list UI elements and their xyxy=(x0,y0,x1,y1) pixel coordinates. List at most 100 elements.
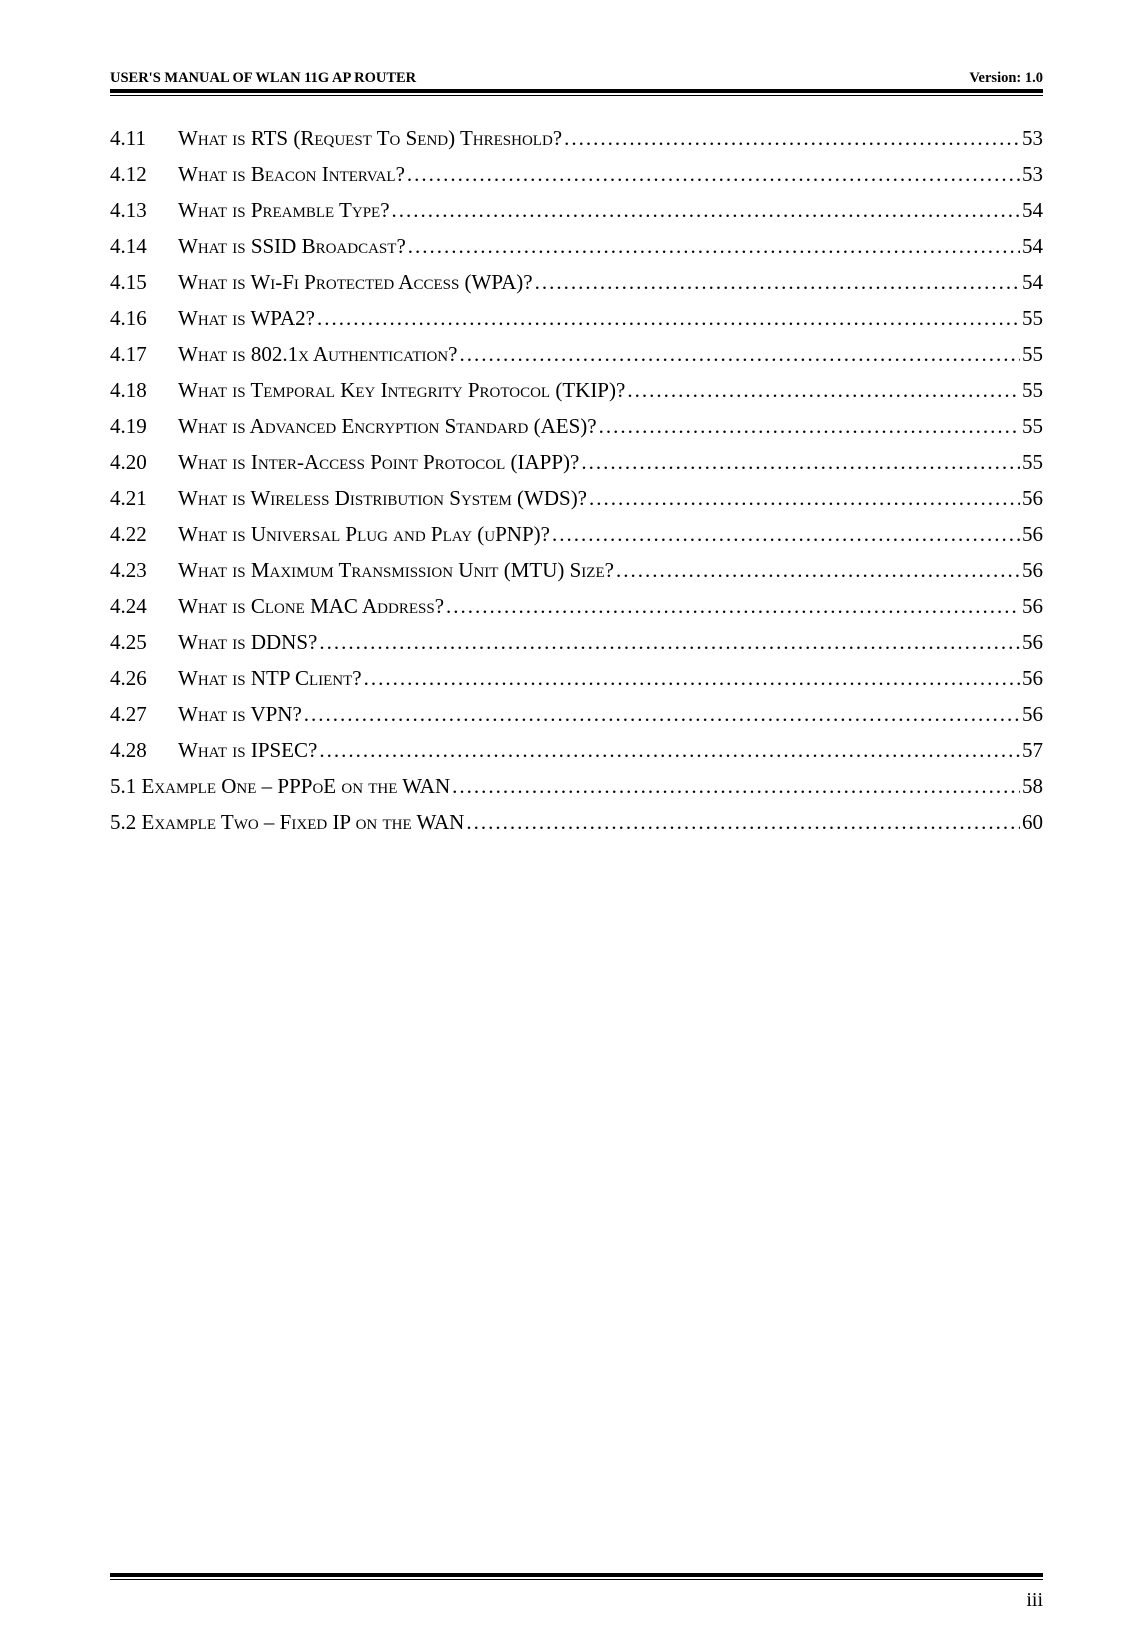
toc-section-number: 4.17 xyxy=(110,342,178,367)
toc-row: 4.16 What is WPA2? 55 xyxy=(110,306,1043,331)
toc-row: 4.14 What is SSID Broadcast? 54 xyxy=(110,234,1043,259)
toc-page-number: 56 xyxy=(1022,666,1043,691)
toc-section-number: 4.27 xyxy=(110,702,178,727)
toc-leader-dots xyxy=(616,558,1020,583)
toc-leader-dots xyxy=(407,162,1020,187)
toc-page-number: 53 xyxy=(1022,162,1043,187)
toc-row: 4.12 What is Beacon Interval? 53 xyxy=(110,162,1043,187)
page: USER'S MANUAL OF WLAN 11G AP ROUTER Vers… xyxy=(0,0,1138,1652)
toc-page-number: 53 xyxy=(1022,126,1043,151)
toc-leader-dots xyxy=(459,342,1020,367)
toc-page-number: 54 xyxy=(1022,234,1043,259)
toc-entry-title: What is WPA2? xyxy=(178,306,315,331)
toc-page-number: 58 xyxy=(1022,774,1043,799)
toc-row: 4.24 What is Clone MAC Address? 56 xyxy=(110,594,1043,619)
toc-section-number: 4.12 xyxy=(110,162,178,187)
toc-section-number: 4.25 xyxy=(110,630,178,655)
header-rule-thin xyxy=(110,95,1043,96)
toc-entry-title: What is Temporal Key Integrity Protocol … xyxy=(178,378,625,403)
toc-page-number: 56 xyxy=(1022,594,1043,619)
toc-section-number: 4.15 xyxy=(110,270,178,295)
toc-section-number: 4.18 xyxy=(110,378,178,403)
toc-leader-dots xyxy=(552,522,1020,547)
header-right: Version: 1.0 xyxy=(969,70,1043,87)
page-number: iii xyxy=(1026,1589,1043,1612)
toc-entry-title: What is Wi-Fi Protected Access (WPA)? xyxy=(178,270,533,295)
toc-row: 4.13 What is Preamble Type? 54 xyxy=(110,198,1043,223)
toc-leader-dots xyxy=(317,306,1020,331)
toc-entry-title: 5.1 Example One – PPPoE on the WAN xyxy=(110,774,450,799)
toc-row: 4.21 What is Wireless Distribution Syste… xyxy=(110,486,1043,511)
toc-entry-title: What is Beacon Interval? xyxy=(178,162,405,187)
toc-page-number: 55 xyxy=(1022,378,1043,403)
toc-row: 5.2 Example Two – Fixed IP on the WAN 60 xyxy=(90,810,1043,835)
toc-page-number: 54 xyxy=(1022,270,1043,295)
toc-row: 4.11 What is RTS (Request To Send) Thres… xyxy=(110,126,1043,151)
header-row: USER'S MANUAL OF WLAN 11G AP ROUTER Vers… xyxy=(110,70,1043,87)
header-rule-thick xyxy=(110,89,1043,93)
toc-row: 5.1 Example One – PPPoE on the WAN 58 xyxy=(90,774,1043,799)
toc-page-number: 55 xyxy=(1022,450,1043,475)
toc-leader-dots xyxy=(319,738,1020,763)
toc-leader-dots xyxy=(581,450,1020,475)
toc-section-number: 4.26 xyxy=(110,666,178,691)
toc-leader-dots xyxy=(535,270,1020,295)
toc-leader-dots xyxy=(319,630,1020,655)
toc-leader-dots xyxy=(446,594,1020,619)
toc-row: 4.28 What is IPSEC? 57 xyxy=(110,738,1043,763)
toc-section-number: 4.13 xyxy=(110,198,178,223)
toc-entry-title: What is Clone MAC Address? xyxy=(178,594,444,619)
toc-leader-dots xyxy=(304,702,1020,727)
toc-page-number: 56 xyxy=(1022,558,1043,583)
toc-row: 4.27 What is VPN? 56 xyxy=(110,702,1043,727)
toc-row: 4.26 What is NTP Client? 56 xyxy=(110,666,1043,691)
toc-row: 4.23 What is Maximum Transmission Unit (… xyxy=(110,558,1043,583)
toc-page-number: 56 xyxy=(1022,522,1043,547)
toc-row: 4.25 What is DDNS? 56 xyxy=(110,630,1043,655)
footer-rule xyxy=(110,1573,1043,1580)
toc-entry-title: What is Inter-Access Point Protocol (IAP… xyxy=(178,450,579,475)
toc-page-number: 60 xyxy=(1022,810,1043,835)
toc-entry-title: What is RTS (Request To Send) Threshold? xyxy=(178,126,562,151)
toc-entry-title: What is 802.1x Authentication? xyxy=(178,342,457,367)
toc-page-number: 56 xyxy=(1022,630,1043,655)
toc-page-number: 57 xyxy=(1022,738,1043,763)
toc-leader-dots xyxy=(466,810,1020,835)
toc-entry-title: What is NTP Client? xyxy=(178,666,362,691)
toc-leader-dots xyxy=(364,666,1020,691)
toc-section-number: 4.14 xyxy=(110,234,178,259)
table-of-contents: 4.11 What is RTS (Request To Send) Thres… xyxy=(110,126,1043,835)
toc-entry-title: 5.2 Example Two – Fixed IP on the WAN xyxy=(110,810,464,835)
toc-entry-title: What is Advanced Encryption Standard (AE… xyxy=(178,414,597,439)
toc-page-number: 56 xyxy=(1022,702,1043,727)
toc-entry-title: What is DDNS? xyxy=(178,630,317,655)
toc-entry-title: What is IPSEC? xyxy=(178,738,317,763)
toc-row: 4.15 What is Wi-Fi Protected Access (WPA… xyxy=(110,270,1043,295)
toc-page-number: 55 xyxy=(1022,342,1043,367)
toc-section-number: 4.19 xyxy=(110,414,178,439)
toc-leader-dots xyxy=(392,198,1020,223)
toc-entry-title: What is Wireless Distribution System (WD… xyxy=(178,486,587,511)
toc-entry-title: What is Universal Plug and Play (uPNP)? xyxy=(178,522,550,547)
toc-leader-dots xyxy=(564,126,1020,151)
toc-section-number: 4.24 xyxy=(110,594,178,619)
toc-page-number: 55 xyxy=(1022,414,1043,439)
toc-section-number: 4.16 xyxy=(110,306,178,331)
toc-section-number: 4.23 xyxy=(110,558,178,583)
toc-page-number: 56 xyxy=(1022,486,1043,511)
toc-page-number: 55 xyxy=(1022,306,1043,331)
toc-section-number: 4.21 xyxy=(110,486,178,511)
footer-rule-thin xyxy=(110,1579,1043,1580)
toc-leader-dots xyxy=(452,774,1020,799)
toc-leader-dots xyxy=(627,378,1020,403)
toc-entry-title: What is Preamble Type? xyxy=(178,198,390,223)
toc-section-number: 4.20 xyxy=(110,450,178,475)
toc-leader-dots xyxy=(599,414,1020,439)
toc-section-number: 4.28 xyxy=(110,738,178,763)
toc-leader-dots xyxy=(408,234,1020,259)
toc-row: 4.22 What is Universal Plug and Play (uP… xyxy=(110,522,1043,547)
toc-row: 4.19 What is Advanced Encryption Standar… xyxy=(110,414,1043,439)
toc-row: 4.17 What is 802.1x Authentication? 55 xyxy=(110,342,1043,367)
toc-entry-title: What is Maximum Transmission Unit (MTU) … xyxy=(178,558,614,583)
toc-entry-title: What is VPN? xyxy=(178,702,302,727)
